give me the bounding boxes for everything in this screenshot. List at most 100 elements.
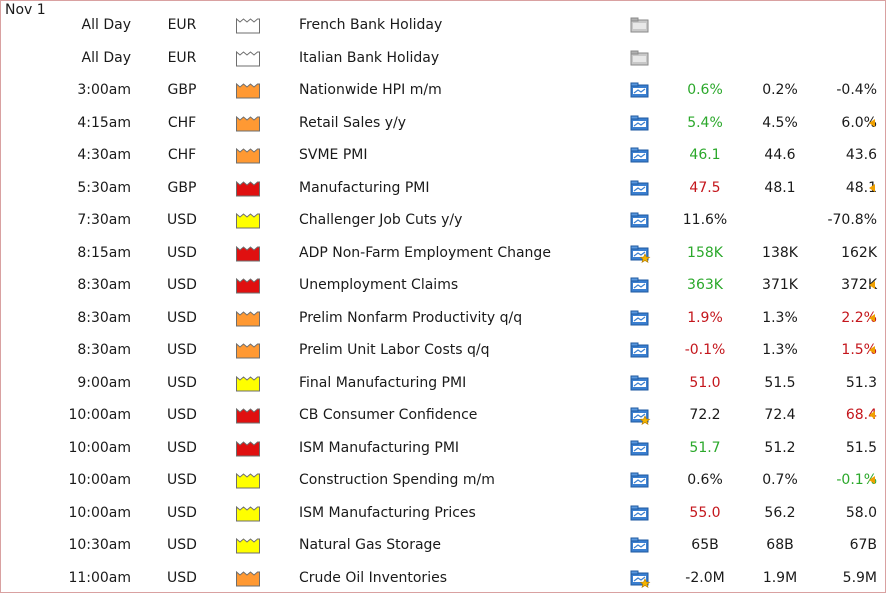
event-forecast: 0.7%	[762, 472, 798, 488]
event-row[interactable]: 10:30am USD Natural Gas Storage 65B 68B …	[1, 529, 885, 561]
event-row[interactable]: 8:30am USD Prelim Unit Labor Costs q/q -…	[1, 334, 885, 366]
event-title[interactable]: Prelim Unit Labor Costs q/q	[299, 342, 490, 358]
event-title[interactable]: Crude Oil Inventories	[299, 569, 447, 586]
event-actual	[663, 9, 747, 41]
event-time: All Day	[81, 17, 131, 33]
event-title[interactable]: French Bank Holiday	[299, 17, 443, 33]
event-row[interactable]: 10:00am USD Construction Spending m/m 0.…	[1, 464, 885, 496]
event-previous: 68.4	[845, 407, 877, 423]
event-title[interactable]: Manufacturing PMI	[299, 179, 430, 196]
event-row[interactable]: 10:00am USD ISM Manufacturing Prices 55.…	[1, 497, 885, 529]
event-title[interactable]: SVME PMI	[299, 147, 368, 163]
detail-folder-gray-icon[interactable]	[628, 42, 654, 74]
event-row[interactable]: 7:30am USD Challenger Job Cuts y/y 11.6%…	[1, 204, 885, 236]
event-row[interactable]: All Day EUR French Bank Holiday	[1, 9, 885, 41]
detail-folder-icon[interactable]	[628, 74, 654, 106]
event-title[interactable]: Italian Bank Holiday	[299, 49, 440, 66]
event-currency: CHF	[167, 147, 197, 163]
factory-folder-icon[interactable]	[235, 529, 263, 561]
factory-folder-icon[interactable]	[235, 302, 263, 334]
event-row[interactable]: 5:30am GBP Manufacturing PMI 47.5 48.1 4…	[1, 172, 885, 204]
event-row[interactable]: 9:00am USD Final Manufacturing PMI 51.0 …	[1, 367, 885, 399]
revision-triangle-icon[interactable]	[869, 118, 875, 127]
event-title[interactable]: Challenger Job Cuts y/y	[299, 212, 463, 228]
event-title[interactable]: Nationwide HPI m/m	[299, 82, 442, 98]
factory-folder-icon[interactable]	[235, 562, 263, 593]
factory-folder-icon[interactable]	[235, 107, 263, 139]
event-row[interactable]: 4:15am CHF Retail Sales y/y 5.4% 4.5% 6.…	[1, 107, 885, 139]
event-forecast: 68B	[766, 537, 794, 553]
revision-triangle-icon[interactable]	[869, 476, 875, 484]
event-forecast: 51.5	[764, 374, 796, 391]
event-title[interactable]: ISM Manufacturing Prices	[299, 504, 476, 521]
event-row[interactable]: 3:00am GBP Nationwide HPI m/m 0.6% 0.2% …	[1, 74, 885, 106]
event-forecast: 44.6	[764, 147, 796, 163]
event-currency: CHF	[167, 114, 197, 131]
revision-triangle-icon[interactable]	[869, 411, 875, 419]
event-title[interactable]: Prelim Nonfarm Productivity q/q	[299, 309, 523, 326]
factory-folder-icon[interactable]	[235, 269, 263, 301]
event-time: 3:00am	[77, 82, 131, 98]
event-row[interactable]: 4:30am CHF SVME PMI 46.1 44.6 43.6	[1, 139, 885, 171]
event-title[interactable]: ISM Manufacturing PMI	[299, 439, 460, 456]
event-row[interactable]: 8:30am USD Unemployment Claims 363K 371K…	[1, 269, 885, 301]
detail-folder-icon[interactable]	[628, 497, 654, 529]
revision-triangle-icon[interactable]	[869, 346, 875, 354]
factory-folder-icon[interactable]	[235, 42, 263, 74]
event-title[interactable]: Natural Gas Storage	[299, 537, 442, 553]
factory-folder-icon[interactable]	[235, 464, 263, 496]
event-title[interactable]: Final Manufacturing PMI	[299, 374, 467, 391]
factory-folder-icon[interactable]	[235, 74, 263, 106]
event-previous: 372K	[841, 277, 877, 293]
factory-folder-icon[interactable]	[235, 139, 263, 171]
event-currency: USD	[167, 472, 197, 488]
factory-folder-icon[interactable]	[235, 367, 263, 399]
detail-folder-icon[interactable]	[628, 269, 654, 301]
event-actual: 11.6%	[682, 212, 728, 228]
detail-folder-icon[interactable]	[628, 139, 654, 171]
event-actual: 158K	[687, 244, 723, 261]
event-title[interactable]: Construction Spending m/m	[299, 472, 495, 488]
event-time: All Day	[81, 49, 131, 66]
detail-folder-icon[interactable]	[628, 432, 654, 464]
revision-triangle-icon[interactable]	[869, 281, 875, 289]
detail-folder-gray-icon[interactable]	[628, 9, 654, 41]
detail-folder-icon[interactable]	[628, 302, 654, 334]
event-row[interactable]: 8:15am USD ADP Non-Farm Employment Chang…	[1, 237, 885, 269]
event-row[interactable]: All Day EUR Italian Bank Holiday	[1, 42, 885, 74]
factory-folder-icon[interactable]	[235, 9, 263, 41]
factory-folder-icon[interactable]	[235, 432, 263, 464]
factory-folder-icon[interactable]	[235, 334, 263, 366]
factory-folder-icon[interactable]	[235, 237, 263, 269]
detail-folder-icon[interactable]	[628, 529, 654, 561]
factory-folder-icon[interactable]	[235, 172, 263, 204]
detail-folder-icon[interactable]	[628, 107, 654, 139]
detail-folder-star-icon[interactable]	[628, 562, 654, 593]
factory-folder-icon[interactable]	[235, 399, 263, 431]
detail-folder-star-icon[interactable]	[628, 399, 654, 431]
revision-triangle-icon[interactable]	[869, 313, 875, 322]
event-row[interactable]: 10:00am USD CB Consumer Confidence 72.2 …	[1, 399, 885, 431]
event-row[interactable]: 8:30am USD Prelim Nonfarm Productivity q…	[1, 302, 885, 334]
revision-triangle-icon[interactable]	[869, 183, 875, 192]
event-previous: -70.8%	[827, 212, 877, 228]
event-currency: USD	[167, 374, 197, 391]
detail-folder-star-icon[interactable]	[628, 237, 654, 269]
event-forecast: 138K	[762, 244, 798, 261]
event-previous: 5.9M	[842, 569, 877, 586]
event-actual: 0.6%	[687, 82, 723, 98]
factory-folder-icon[interactable]	[235, 497, 263, 529]
event-title[interactable]: ADP Non-Farm Employment Change	[299, 244, 551, 261]
detail-folder-icon[interactable]	[628, 464, 654, 496]
event-title[interactable]: CB Consumer Confidence	[299, 407, 478, 423]
event-time: 10:00am	[68, 504, 131, 521]
event-row[interactable]: 10:00am USD ISM Manufacturing PMI 51.7 5…	[1, 432, 885, 464]
event-title[interactable]: Retail Sales y/y	[299, 114, 407, 131]
event-row[interactable]: 11:00am USD Crude Oil Inventories -2.0M …	[1, 562, 885, 593]
detail-folder-icon[interactable]	[628, 172, 654, 204]
detail-folder-icon[interactable]	[628, 367, 654, 399]
detail-folder-icon[interactable]	[628, 204, 654, 236]
factory-folder-icon[interactable]	[235, 204, 263, 236]
event-title[interactable]: Unemployment Claims	[299, 277, 459, 293]
detail-folder-icon[interactable]	[628, 334, 654, 366]
